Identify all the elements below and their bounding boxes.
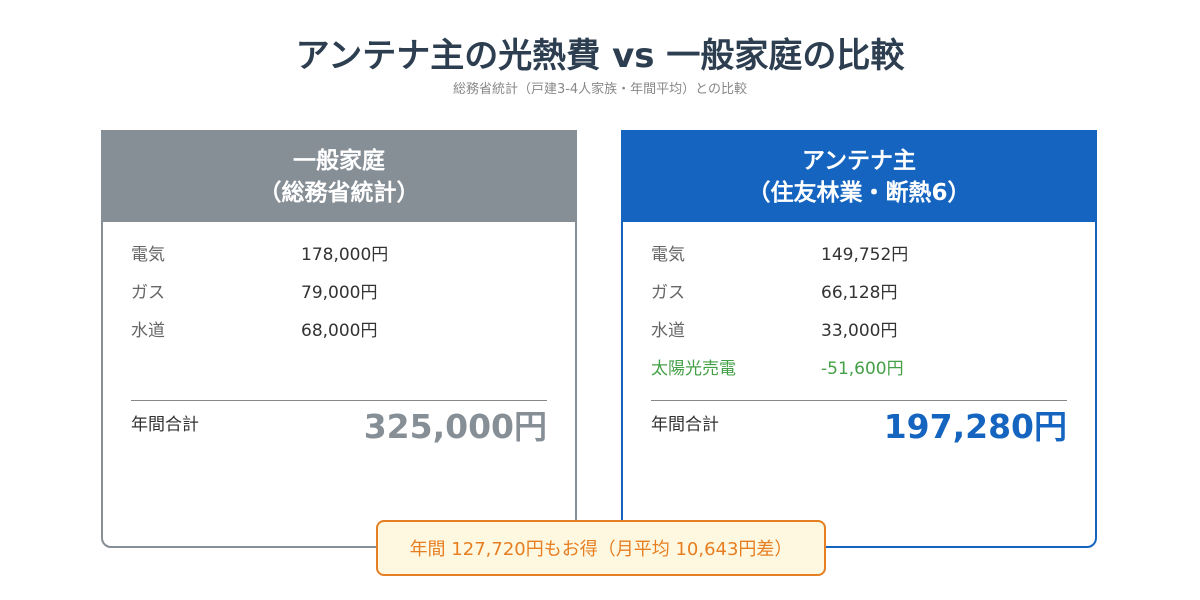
cost-label: 太陽光売電 xyxy=(651,359,736,379)
savings-badge: 年間 127,720円もお得（月平均 10,643円差） xyxy=(376,520,826,576)
cost-value: 79,000円 xyxy=(301,283,378,303)
card-subtitle: （住友林業・断熱6） xyxy=(747,180,971,206)
cost-value: -51,600円 xyxy=(821,359,904,379)
total-label: 年間合計 xyxy=(651,415,719,435)
cost-row: 電気 149,752円 xyxy=(651,240,908,265)
total-value: 197,280円 xyxy=(883,407,1067,446)
cost-value: 149,752円 xyxy=(821,245,909,265)
page-title: アンテナ主の光熱費 vs 一般家庭の比較 xyxy=(295,36,905,76)
total-value: 325,000円 xyxy=(363,407,547,446)
cost-label: ガス xyxy=(651,283,685,303)
cost-value: 33,000円 xyxy=(821,321,898,341)
antenna-owner-card: アンテナ主 （住友林業・断熱6） 電気 149,752円 ガス 66,128円 水道… xyxy=(621,130,1097,548)
total-label: 年間合計 xyxy=(131,415,199,435)
cost-value: 66,128円 xyxy=(821,283,898,303)
cost-row: 電気 178,000円 xyxy=(131,240,388,265)
card-title: アンテナ主 xyxy=(801,148,917,174)
cost-row: ガス 66,128円 xyxy=(651,278,897,303)
solar-row: 太陽光売電 -51,600円 xyxy=(651,354,904,379)
cost-label: 水道 xyxy=(131,321,165,341)
card-title: 一般家庭 xyxy=(293,148,385,174)
divider xyxy=(651,400,1067,401)
general-household-card: 一般家庭 （総務省統計） 電気 178,000円 ガス 79,000円 水道 68,0… xyxy=(101,130,577,548)
cost-value: 178,000円 xyxy=(301,245,389,265)
cost-label: 電気 xyxy=(651,245,685,265)
divider xyxy=(131,400,547,401)
page-subtitle: 総務省統計（戸建3-4人家族・年間平均）との比較 xyxy=(452,82,748,97)
card-header: 一般家庭 （総務省統計） xyxy=(103,132,575,222)
cost-label: 水道 xyxy=(651,321,685,341)
cost-label: 電気 xyxy=(131,245,165,265)
cost-row: 水道 33,000円 xyxy=(651,316,897,341)
cost-label: ガス xyxy=(131,283,165,303)
cost-row: 水道 68,000円 xyxy=(131,316,377,341)
cost-row: ガス 79,000円 xyxy=(131,278,377,303)
cost-value: 68,000円 xyxy=(301,321,378,341)
card-subtitle: （総務省統計） xyxy=(258,180,420,206)
card-header: アンテナ主 （住友林業・断熱6） xyxy=(623,132,1095,222)
